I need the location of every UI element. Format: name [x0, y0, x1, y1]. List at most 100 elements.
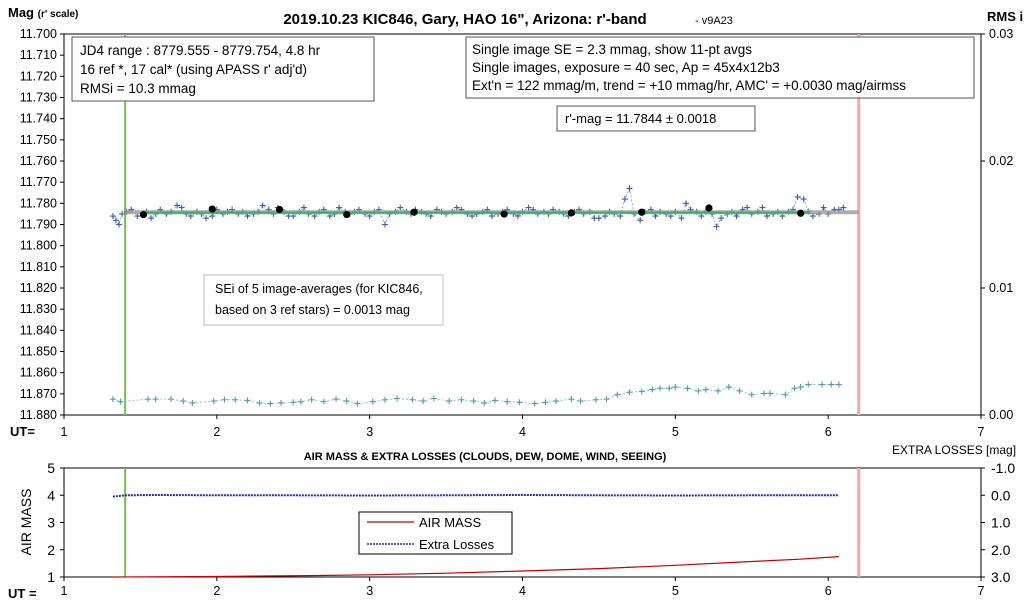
mag-point	[116, 221, 123, 228]
rms-point	[394, 395, 401, 402]
series-averages	[139, 204, 805, 219]
rms-point	[333, 396, 340, 403]
y-tick-label: 11.870	[20, 387, 57, 401]
top-panel: 2019.10.23 KIC846, Gary, HAO 16", Arizon…	[8, 5, 1023, 439]
info-box-1: JD4 range : 8779.555 - 8779.754, 4.8 hr …	[71, 36, 375, 102]
version-tag: - v9A23	[695, 15, 733, 27]
rms-point	[180, 398, 187, 405]
rms-point	[210, 398, 217, 405]
mag-point	[800, 196, 807, 203]
average-point	[705, 204, 713, 212]
bottom-y2-tick-label: 3.0	[991, 569, 1011, 585]
bottom-y-tick-label: 4	[47, 487, 55, 503]
rms-point	[481, 399, 488, 406]
bottom-x-axis-label: UT =	[8, 586, 37, 601]
rms-point	[446, 398, 453, 405]
y-ticks: 11.700 11.710 11.720 11.730 11.740 11.750 11.7…	[20, 27, 64, 422]
info-line-3: RMSi = 10.3 mmag	[80, 81, 196, 96]
rms-point	[369, 398, 376, 405]
bottom-x-tick-label: 2	[213, 584, 220, 598]
mag-point	[595, 215, 602, 222]
rms-point	[592, 396, 599, 403]
info2-line-1: Single image SE = 2.3 mmag, show 11-pt a…	[472, 42, 752, 57]
x-ticks: 1 2 3 4 5 6 7	[61, 415, 985, 439]
mag-point	[203, 215, 210, 222]
rms-point	[308, 396, 315, 403]
info-box-2-frame	[465, 36, 975, 99]
rms-point	[420, 398, 427, 405]
rms-point	[381, 396, 388, 403]
y-tick-label: 11.700	[20, 27, 57, 41]
y-tick-label: 11.780	[20, 196, 57, 210]
rms-point	[221, 396, 228, 403]
y2-tick-label: 0.00	[989, 408, 1013, 422]
x-tick-label: 4	[519, 425, 526, 439]
bottom-y-axis-label: AIR MASS	[18, 489, 34, 556]
y-tick-label: 11.720	[20, 69, 57, 83]
rms-point	[672, 384, 679, 391]
sei-box: SEi of 5 image-averages (for KIC846, bas…	[203, 274, 444, 326]
rms-point	[290, 399, 297, 406]
mag-point	[525, 204, 532, 211]
rms-point	[189, 399, 196, 406]
rms-point	[805, 381, 812, 388]
series-air-mass	[112, 556, 839, 578]
rms-point	[626, 389, 633, 396]
rms-point	[657, 385, 664, 392]
rms-point	[782, 391, 789, 398]
x-tick-label: 2	[213, 425, 220, 439]
rms-point	[828, 381, 835, 388]
y2-tick-label: 0.01	[989, 281, 1013, 295]
rms-point	[354, 400, 361, 407]
mag-point	[794, 193, 801, 200]
bottom-y2-ticks: -1.0 0.0 1.0 2.0 3.0	[981, 460, 1015, 585]
mag-point	[453, 204, 460, 211]
x-tick-label: 7	[978, 425, 985, 439]
rms-point	[278, 399, 285, 406]
sei-line-1: SEi of 5 image-averages (for KIC846,	[215, 282, 423, 296]
rms-point	[603, 396, 610, 403]
bottom-x-tick-label: 4	[519, 584, 526, 598]
average-point	[638, 208, 646, 216]
average-point	[208, 205, 216, 213]
rms-point	[320, 398, 327, 405]
mag-point	[820, 204, 827, 211]
legend-frame	[358, 511, 513, 555]
average-point	[567, 209, 576, 217]
legend: AIR MASS Extra Losses	[358, 511, 513, 555]
mag-point	[713, 223, 720, 230]
rms-point	[152, 396, 159, 403]
rms-point	[835, 381, 842, 388]
y-tick-label: 11.740	[20, 112, 57, 126]
y2-tick-label: 0.02	[989, 154, 1013, 168]
rms-point	[568, 396, 575, 403]
mag-point	[626, 185, 633, 192]
rms-point	[343, 398, 350, 405]
y-tick-label: 11.820	[20, 281, 57, 295]
y-tick-label: 11.760	[20, 154, 57, 168]
mag-point	[840, 204, 847, 211]
x-tick-label: 3	[366, 425, 373, 439]
x-axis-label: UT=	[10, 424, 35, 439]
y-tick-label: 11.800	[20, 239, 57, 253]
mag-point	[678, 215, 685, 222]
rms-point	[649, 386, 656, 393]
sei-line-2: based on 3 ref stars) = 0.0013 mag	[215, 303, 410, 317]
rms-point	[167, 396, 174, 403]
series-single-image-mags	[109, 185, 847, 230]
mag-point	[259, 202, 266, 209]
rms-point	[430, 395, 437, 402]
rms-point	[409, 396, 416, 403]
bottom-x-tick-label: 5	[672, 584, 679, 598]
rms-point	[725, 384, 732, 391]
rms-point	[297, 398, 304, 405]
rms-point	[109, 396, 116, 403]
rms-point	[470, 398, 477, 405]
rms-point	[715, 387, 722, 394]
y-tick-label: 11.880	[20, 408, 57, 422]
y-tick-label: 11.770	[20, 175, 57, 189]
info2-line-2: Single images, exposure = 40 sec, Ap = 4…	[472, 60, 780, 75]
mag-point	[174, 202, 181, 209]
rms-point	[553, 398, 560, 405]
rms-point	[267, 400, 274, 407]
